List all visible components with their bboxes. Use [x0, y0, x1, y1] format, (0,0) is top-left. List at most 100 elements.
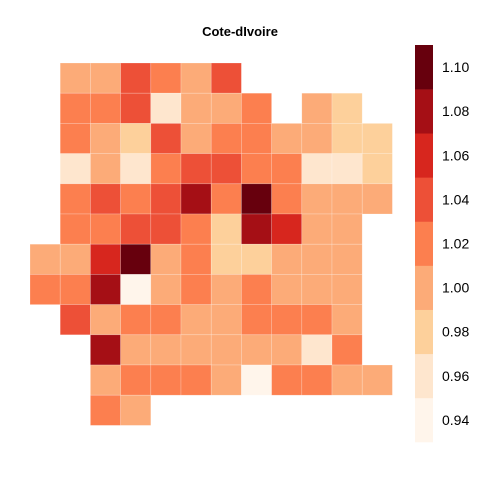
heatmap-cell [120, 123, 152, 154]
legend-tick-label: 0.94 [442, 412, 469, 428]
heatmap-cell [301, 243, 333, 275]
heatmap-cell [120, 62, 152, 94]
legend-swatch [415, 265, 433, 310]
heatmap-cell [331, 92, 363, 124]
heatmap-cell [90, 304, 121, 336]
heatmap-cell [59, 274, 91, 305]
heatmap-cell [180, 243, 212, 275]
legend-swatch [415, 45, 433, 90]
heatmap-cell [210, 62, 242, 94]
heatmap-cell [361, 153, 393, 185]
heatmap-cell [150, 243, 182, 275]
heatmap-cell [331, 304, 363, 336]
heatmap-cell [150, 153, 182, 185]
legend-swatch [415, 89, 433, 134]
heatmap-cell [59, 243, 91, 275]
color-legend: 1.10 1.08 1.06 1.04 1.02 1.00 0.98 0.96 0.94 [415, 45, 469, 443]
heatmap-cell [150, 334, 182, 366]
heatmap-cell [331, 183, 363, 215]
heatmap-cell [120, 274, 152, 305]
heatmap-cell [120, 92, 152, 124]
heatmap-cell [150, 123, 182, 154]
heatmap-cell [90, 62, 121, 94]
heatmap-cell [120, 304, 152, 336]
heatmap-cell [180, 213, 212, 245]
heatmap-cell [241, 213, 272, 245]
legend-swatch [415, 397, 433, 443]
heatmap-cell [361, 364, 393, 396]
heatmap-cell [59, 213, 91, 245]
heatmap-cell [150, 183, 182, 215]
heatmap-cell [59, 92, 91, 124]
heatmap-cell [241, 243, 272, 275]
heatmap-cell [241, 274, 272, 305]
heatmap-cell [331, 274, 363, 305]
heatmap-cell [271, 243, 303, 275]
legend-tick-label: 1.02 [442, 236, 469, 252]
heatmap-cell [210, 153, 242, 185]
heatmap-cell [120, 364, 152, 396]
heatmap-cell [301, 364, 333, 396]
heatmap-cell [301, 92, 333, 124]
heatmap-cell [301, 274, 333, 305]
legend-tick-label: 1.06 [442, 147, 469, 163]
heatmap-cell [59, 183, 91, 215]
heatmap-cell [271, 213, 303, 245]
heatmap-cell [210, 123, 242, 154]
heatmap-cell [150, 62, 182, 94]
heatmap-cell [331, 153, 363, 185]
heatmap-cell [120, 213, 152, 245]
heatmap-cell [241, 304, 272, 336]
heatmap-cell [180, 304, 212, 336]
heatmap-cell [210, 364, 242, 396]
heatmap-cell [59, 304, 91, 336]
heatmap-cell [210, 183, 242, 215]
legend-tick-label: 1.04 [442, 191, 469, 207]
heatmap-cell [90, 394, 121, 426]
chart-title: Cote-dIvoire [202, 24, 278, 39]
legend-tick-label: 1.00 [442, 280, 469, 296]
legend-swatch [415, 309, 433, 355]
heatmap-cell [241, 92, 272, 124]
heatmap-cell [120, 394, 152, 426]
heatmap-cell [271, 274, 303, 305]
heatmap-cell [361, 123, 393, 154]
heatmap-cell [59, 153, 91, 185]
legend-tick-label: 1.08 [442, 103, 469, 119]
legend-swatch [415, 353, 433, 399]
heatmap-cell [331, 243, 363, 275]
heatmap-cells [29, 62, 393, 426]
heatmap-cell [59, 123, 91, 154]
heatmap-cell [271, 334, 303, 366]
heatmap-cell [210, 243, 242, 275]
heatmap-cell [29, 243, 61, 275]
heatmap-cell [120, 153, 152, 185]
heatmap-cell [331, 213, 363, 245]
heatmap-cell [29, 274, 61, 305]
heatmap-cell [210, 304, 242, 336]
heatmap-cell [150, 274, 182, 305]
heatmap-cell [180, 334, 212, 366]
legend-swatch [415, 177, 433, 222]
heatmap-cell [301, 153, 333, 185]
legend-swatch [415, 133, 433, 178]
heatmap-cell [301, 183, 333, 215]
heatmap-cell [150, 213, 182, 245]
heatmap-cell [59, 62, 91, 94]
heatmap-cell [90, 153, 121, 185]
heatmap-cell [210, 274, 242, 305]
heatmap-cell [180, 92, 212, 124]
heatmap-cell [120, 243, 152, 275]
heatmap-cell [90, 334, 121, 366]
heatmap-cell [271, 183, 303, 215]
heatmap-cell [90, 123, 121, 154]
heatmap-cell [241, 153, 272, 185]
heatmap-cell [180, 183, 212, 215]
heatmap-cell [301, 123, 333, 154]
heatmap-cell [301, 213, 333, 245]
heatmap-cell [180, 123, 212, 154]
heatmap-cell [210, 334, 242, 366]
heatmap-cell [180, 364, 212, 396]
legend-swatch [415, 221, 433, 266]
